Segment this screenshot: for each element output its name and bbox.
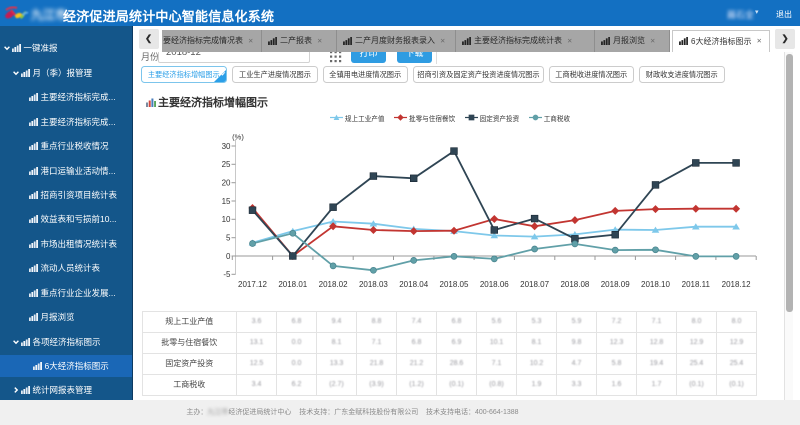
- svg-text:2018.02: 2018.02: [319, 280, 348, 289]
- svg-text:30: 30: [222, 142, 231, 151]
- svg-text:15: 15: [222, 197, 231, 206]
- svg-text:2018.09: 2018.09: [601, 280, 630, 289]
- svg-text:2018.07: 2018.07: [520, 280, 549, 289]
- svg-text:10: 10: [222, 215, 231, 224]
- svg-text:25: 25: [222, 160, 231, 169]
- svg-text:0: 0: [226, 252, 231, 261]
- svg-text:2018.12: 2018.12: [722, 280, 751, 289]
- svg-text:2018.05: 2018.05: [440, 280, 469, 289]
- svg-text:2018.11: 2018.11: [682, 280, 711, 289]
- svg-text:2018.01: 2018.01: [278, 280, 307, 289]
- svg-text:2018.08: 2018.08: [560, 280, 589, 289]
- svg-text:2018.06: 2018.06: [480, 280, 509, 289]
- svg-text:5: 5: [226, 234, 231, 243]
- svg-text:2018.04: 2018.04: [399, 280, 428, 289]
- svg-text:20: 20: [222, 179, 231, 188]
- svg-text:2018.10: 2018.10: [641, 280, 670, 289]
- svg-text:2017.12: 2017.12: [238, 280, 267, 289]
- svg-text:-5: -5: [223, 270, 231, 279]
- svg-text:2018.03: 2018.03: [359, 280, 388, 289]
- svg-text:(%): (%): [232, 133, 244, 142]
